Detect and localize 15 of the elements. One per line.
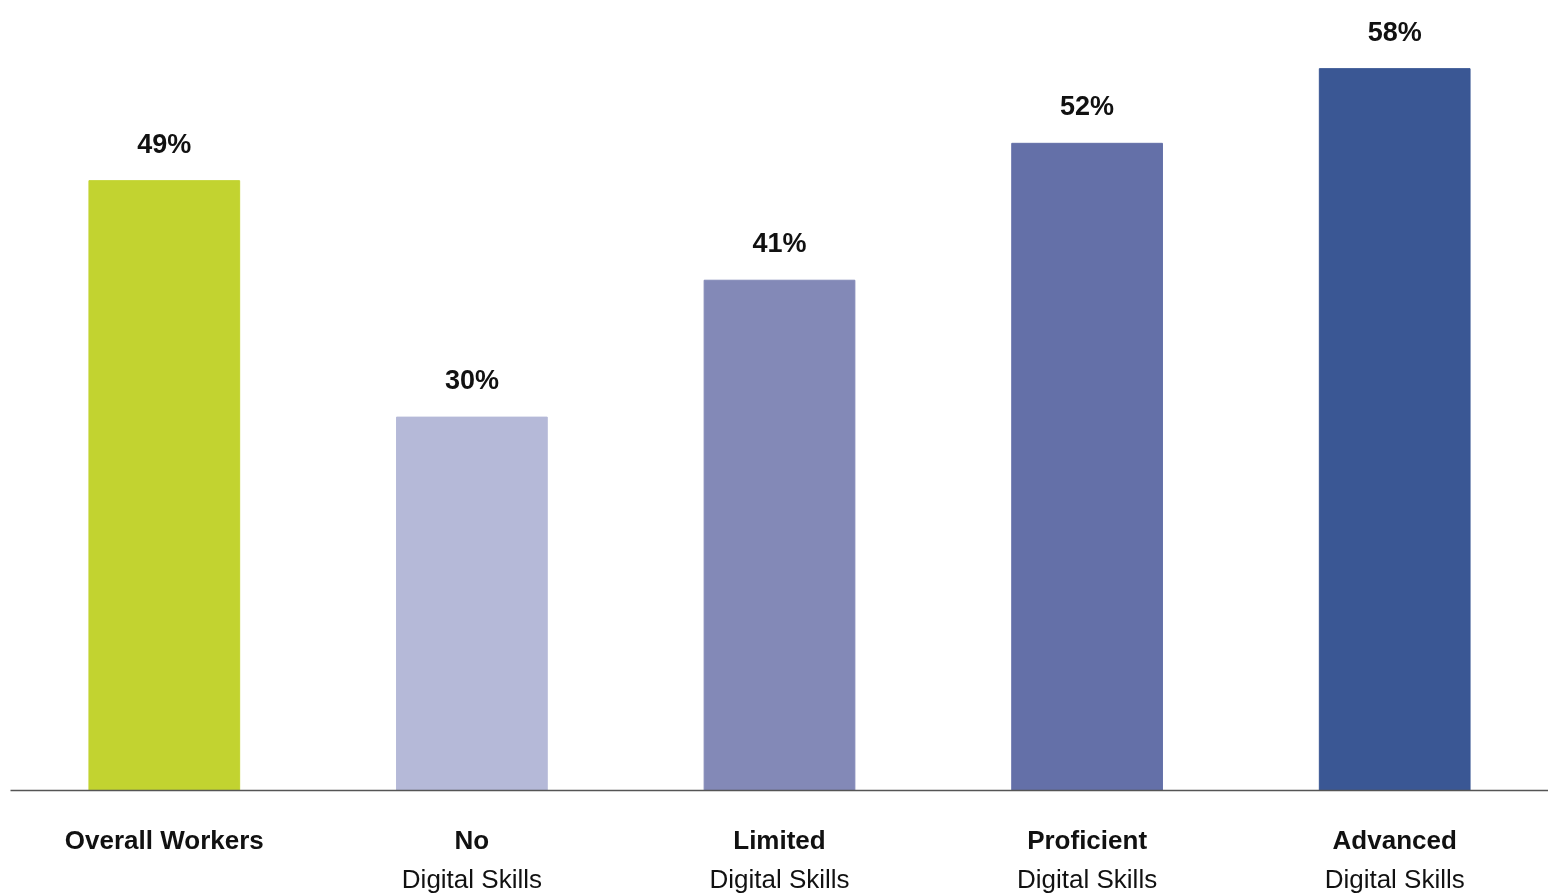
bar — [1318, 68, 1471, 791]
category-label: Proficient Digital Skills — [1017, 824, 1158, 894]
bar — [1011, 142, 1163, 791]
data-label: 30% — [444, 365, 499, 396]
category-label: No Digital Skills — [401, 824, 542, 894]
bar — [88, 180, 241, 791]
bar — [396, 416, 548, 791]
category-label: Advanced Digital Skills — [1324, 824, 1465, 894]
data-label: 41% — [752, 228, 807, 259]
bar — [703, 279, 856, 791]
data-label: 58% — [1367, 16, 1422, 47]
data-label: 49% — [137, 128, 192, 159]
data-label: 52% — [1060, 91, 1115, 122]
x-tick-label: Overall Workers — [64, 824, 264, 855]
category-label: Limited Digital Skills — [709, 824, 850, 894]
